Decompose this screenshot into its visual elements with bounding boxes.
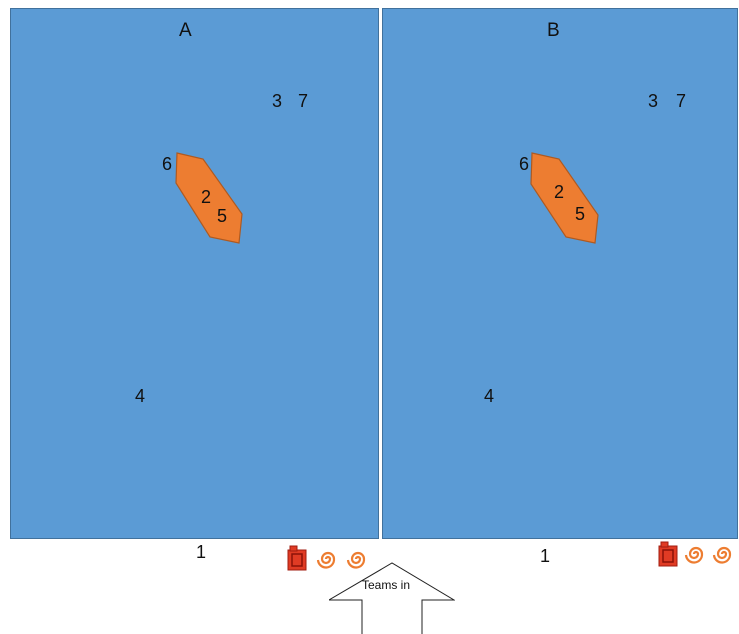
marker-6: 6 (519, 154, 530, 174)
field-b: B 3 7 6 2 5 4 (382, 8, 738, 539)
entrance-label: Teams in (362, 578, 411, 592)
marker-1-a: 1 (196, 542, 207, 562)
marker-4: 4 (484, 386, 495, 406)
marker-2: 2 (201, 187, 212, 207)
field-a: A 3 7 6 2 5 4 (10, 8, 379, 539)
marker-3: 3 (648, 91, 659, 111)
equipment-icons-a (287, 545, 366, 571)
equipment-icons-b (658, 541, 732, 567)
marker-4: 4 (135, 386, 146, 406)
orange-obstacle (530, 152, 599, 244)
swirl-icon (346, 551, 366, 569)
marker-2: 2 (554, 182, 565, 202)
field-title: B (547, 20, 560, 41)
entrance-arrow (329, 562, 455, 634)
marker-6: 6 (162, 154, 173, 174)
fuel-can-icon (658, 541, 678, 567)
marker-7: 7 (676, 91, 687, 111)
swirl-icon (684, 546, 704, 564)
marker-7: 7 (298, 91, 309, 111)
field-title: A (179, 20, 192, 41)
fuel-can-icon (287, 545, 307, 571)
swirl-icon (712, 546, 732, 564)
marker-3: 3 (272, 91, 283, 111)
swirl-icon (316, 551, 336, 569)
marker-5: 5 (217, 206, 228, 226)
marker-5: 5 (575, 204, 586, 224)
orange-obstacle (175, 152, 243, 244)
marker-1-b: 1 (540, 546, 551, 566)
